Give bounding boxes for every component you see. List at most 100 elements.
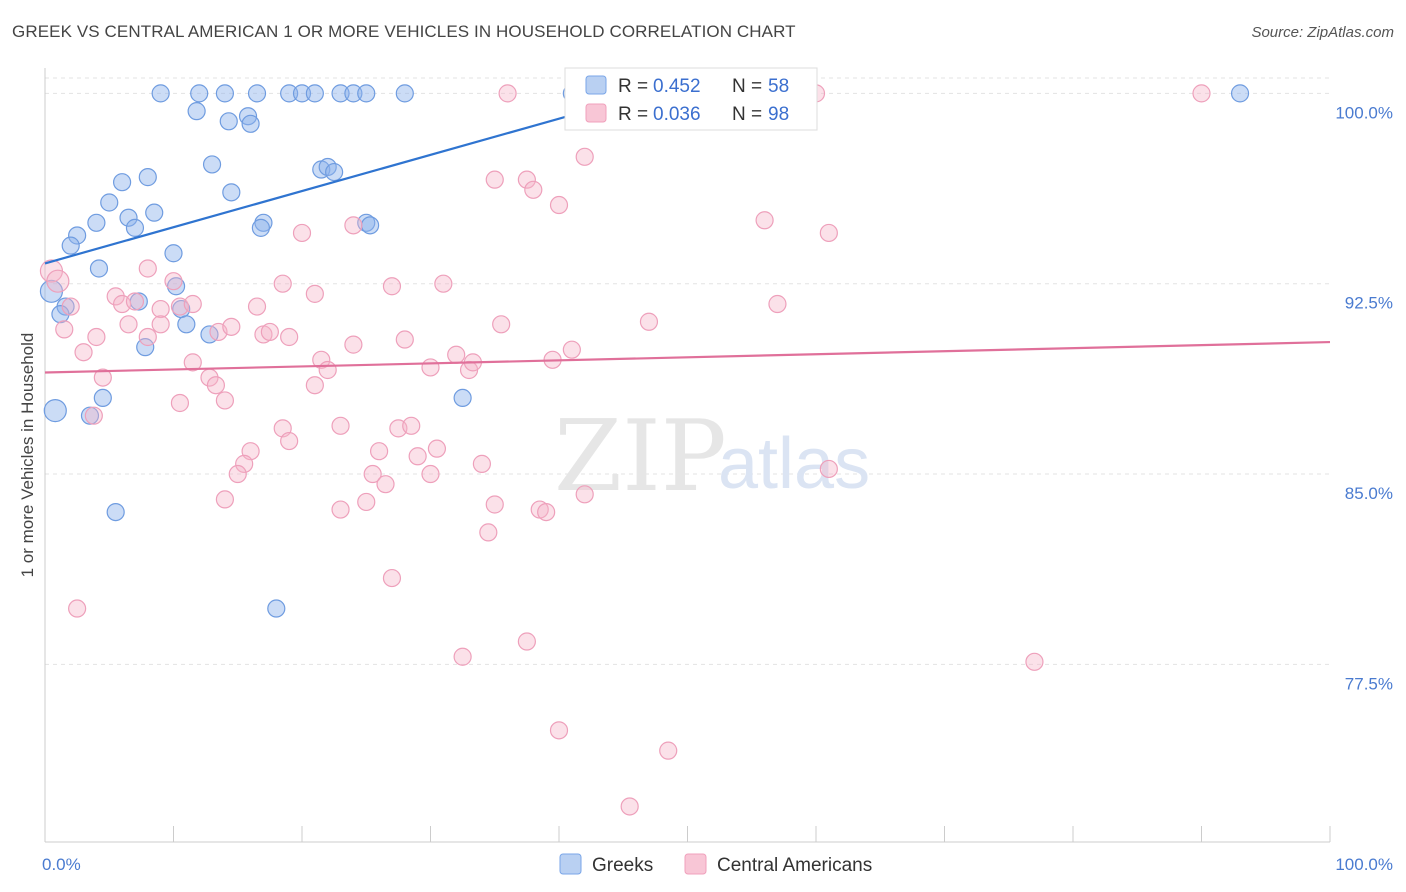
data-point: [219, 112, 238, 131]
data-point: [395, 330, 414, 349]
data-point: [46, 269, 70, 293]
data-point: [517, 170, 536, 189]
x-tick-label: 0.0%: [42, 855, 81, 874]
data-point: [119, 208, 138, 227]
trend-lines: [44, 92, 1331, 374]
data-point: [562, 340, 581, 359]
data-point: [344, 84, 363, 103]
data-point: [755, 211, 774, 230]
trend-line: [44, 340, 1331, 374]
data-point: [68, 226, 87, 245]
data-point: [479, 523, 498, 542]
data-point: [61, 297, 80, 316]
data-point: [402, 416, 421, 435]
axes: [44, 68, 1331, 843]
y-tick-label: 77.5%: [1345, 674, 1393, 693]
x-tick-label: 100.0%: [1335, 855, 1393, 874]
data-point: [206, 376, 226, 395]
data-point: [183, 353, 202, 372]
y-tick-label: 92.5%: [1345, 294, 1393, 313]
data-point: [145, 203, 164, 222]
legend-n-greeks: 58: [768, 76, 789, 97]
watermark-atlas: atlas: [718, 424, 870, 504]
legend-swatch-central: [585, 103, 607, 123]
data-point: [434, 274, 453, 293]
data-point: [819, 223, 838, 243]
legend-box: [564, 67, 818, 131]
source-credit: Source: ZipAtlas.com: [1251, 24, 1394, 41]
data-point: [43, 398, 67, 423]
data-point: [331, 84, 350, 103]
data-point: [819, 459, 838, 479]
data-point: [280, 327, 299, 347]
series-legend: Greeks Central Americans: [559, 853, 872, 876]
data-point: [170, 393, 190, 413]
data-point: [1192, 84, 1211, 103]
data-point: [524, 180, 543, 199]
data-point: [106, 287, 125, 306]
data-point: [357, 492, 376, 512]
data-point: [447, 345, 466, 364]
data-point: [408, 447, 427, 466]
series-greeks: [39, 84, 1250, 618]
data-point: [68, 599, 87, 618]
data-point: [768, 294, 787, 314]
legend-r-greeks: 0.452: [653, 76, 701, 97]
legend-n-label-greeks: N =: [732, 76, 762, 97]
data-point: [235, 454, 254, 473]
data-point: [164, 244, 183, 263]
data-point: [87, 327, 106, 347]
data-point: [61, 236, 80, 255]
data-point: [89, 259, 109, 278]
data-point: [421, 464, 440, 484]
data-point: [254, 213, 273, 232]
data-point: [292, 223, 312, 243]
data-point: [344, 216, 363, 235]
data-point: [151, 299, 170, 319]
data-point: [215, 490, 234, 509]
data-point: [357, 84, 376, 103]
legend-r-label-greeks: R =: [618, 76, 648, 97]
data-point: [177, 315, 196, 334]
data-point: [267, 599, 286, 618]
data-point: [260, 322, 279, 342]
stats-legend: R = 0.452 N = 58 R = 0.036 N = 98: [564, 67, 818, 131]
data-point: [151, 84, 170, 103]
y-tick-label: 100.0%: [1335, 103, 1393, 122]
data-point: [100, 193, 119, 212]
data-point: [138, 327, 157, 347]
data-point: [1025, 652, 1044, 671]
data-point: [549, 721, 569, 740]
data-point: [247, 297, 267, 316]
data-point: [492, 315, 511, 334]
legend-n-label-central: N =: [732, 104, 762, 125]
data-point: [51, 305, 70, 324]
data-point: [318, 360, 337, 380]
data-point: [125, 218, 145, 237]
data-point: [361, 216, 380, 235]
data-point: [106, 502, 125, 522]
legend-r-central: 0.036: [653, 104, 701, 125]
data-point: [312, 350, 331, 369]
data-point: [93, 388, 112, 408]
data-point: [370, 442, 389, 461]
data-point: [87, 213, 106, 232]
chart-title: GREEK VS CENTRAL AMERICAN 1 OR MORE VEHI…: [12, 22, 796, 41]
data-point: [292, 84, 312, 103]
data-point: [247, 84, 267, 103]
data-point: [620, 797, 639, 816]
data-point: [382, 277, 402, 296]
grid-lines: [45, 77, 1330, 665]
data-point: [280, 431, 299, 451]
data-point: [138, 259, 157, 278]
data-point: [215, 391, 234, 410]
data-point: [498, 84, 517, 103]
data-point: [363, 464, 382, 484]
bottom-legend-central: Central Americans: [717, 855, 872, 876]
data-point: [241, 114, 260, 133]
data-point: [395, 84, 414, 103]
data-point: [472, 454, 491, 473]
data-point: [228, 464, 247, 484]
data-point: [485, 495, 504, 514]
